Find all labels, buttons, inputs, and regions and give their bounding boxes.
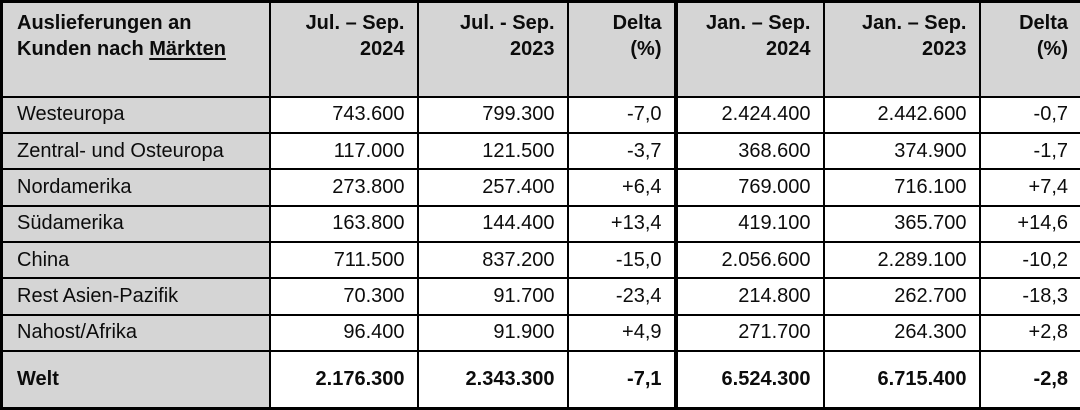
table-row-welt-total: Welt 2.176.300 2.343.300 -7,1 6.524.300 … xyxy=(0,349,1080,410)
row-label: Welt xyxy=(0,349,271,410)
cell-ytd-2023: 365.700 xyxy=(822,204,981,243)
table-row-china: China 711.500 837.200 -15,0 2.056.600 2.… xyxy=(0,240,1080,280)
cell-ytd-2024: 271.700 xyxy=(673,313,825,352)
col-header-jan-sep-2024: Jan. – Sep. 2024 xyxy=(673,0,825,98)
cell-ytd-2024: 2.424.400 xyxy=(673,95,825,134)
table-row-westeuropa: Westeuropa 743.600 799.300 -7,0 2.424.40… xyxy=(0,95,1080,134)
cell-ytd-2024: 2.056.600 xyxy=(673,240,825,280)
cell-delta-q3: -23,4 xyxy=(566,277,677,316)
cell-delta-q3: -15,0 xyxy=(566,240,677,280)
row-label: Nordamerika xyxy=(0,168,271,207)
cell-q3-2023: 91.900 xyxy=(416,313,569,352)
table-row-suedamerika: Südamerika 163.800 144.400 +13,4 419.100… xyxy=(0,204,1080,243)
cell-ytd-2023: 374.900 xyxy=(822,131,981,171)
row-label: Westeuropa xyxy=(0,95,271,134)
cell-q3-2024: 96.400 xyxy=(268,313,419,352)
table-title-line1: Auslieferungen an xyxy=(17,12,192,34)
markets-underlined-word: Märkten xyxy=(149,38,226,60)
row-label: Rest Asien-Pazifik xyxy=(0,277,271,316)
cell-q3-2024: 711.500 xyxy=(268,240,419,280)
cell-delta-ytd: -18,3 xyxy=(978,277,1080,316)
table-row-rest-asien-pazifik: Rest Asien-Pazifik 70.300 91.700 -23,4 2… xyxy=(0,277,1080,316)
table-title-header: Auslieferungen an Kunden nach Märkten xyxy=(0,0,271,98)
cell-ytd-2023: 2.289.100 xyxy=(822,240,981,280)
cell-q3-2023: 2.343.300 xyxy=(416,349,569,410)
cell-ytd-2024: 6.524.300 xyxy=(673,349,825,410)
cell-ytd-2023: 262.700 xyxy=(822,277,981,316)
cell-delta-ytd: -10,2 xyxy=(978,240,1080,280)
cell-ytd-2023: 716.100 xyxy=(822,168,981,207)
header-row: Auslieferungen an Kunden nach Märkten Ju… xyxy=(0,0,1080,98)
row-label: Zentral- und Osteuropa xyxy=(0,131,271,171)
cell-q3-2024: 70.300 xyxy=(268,277,419,316)
cell-delta-ytd: +7,4 xyxy=(978,168,1080,207)
table-row-nahost-afrika: Nahost/Afrika 96.400 91.900 +4,9 271.700… xyxy=(0,313,1080,352)
table-row-zentral-osteuropa: Zentral- und Osteuropa 117.000 121.500 -… xyxy=(0,131,1080,171)
col-header-jul-sep-2023: Jul. - Sep. 2023 xyxy=(416,0,569,98)
cell-q3-2023: 121.500 xyxy=(416,131,569,171)
cell-ytd-2023: 264.300 xyxy=(822,313,981,352)
cell-ytd-2024: 368.600 xyxy=(673,131,825,171)
col-header-jul-sep-2024: Jul. – Sep. 2024 xyxy=(268,0,419,98)
table-row-nordamerika: Nordamerika 273.800 257.400 +6,4 769.000… xyxy=(0,168,1080,207)
cell-q3-2024: 273.800 xyxy=(268,168,419,207)
cell-ytd-2024: 419.100 xyxy=(673,204,825,243)
cell-q3-2024: 117.000 xyxy=(268,131,419,171)
col-header-jan-sep-2023: Jan. – Sep. 2023 xyxy=(822,0,981,98)
cell-ytd-2023: 6.715.400 xyxy=(822,349,981,410)
col-header-delta-ytd: Delta (%) xyxy=(978,0,1080,98)
cell-delta-q3: +6,4 xyxy=(566,168,677,207)
cell-q3-2023: 837.200 xyxy=(416,240,569,280)
cell-delta-ytd: +14,6 xyxy=(978,204,1080,243)
cell-delta-ytd: -1,7 xyxy=(978,131,1080,171)
cell-delta-q3: -7,1 xyxy=(566,349,677,410)
row-label: China xyxy=(0,240,271,280)
cell-q3-2024: 163.800 xyxy=(268,204,419,243)
row-label: Nahost/Afrika xyxy=(0,313,271,352)
cell-q3-2023: 257.400 xyxy=(416,168,569,207)
cell-delta-ytd: -2,8 xyxy=(978,349,1080,410)
cell-delta-ytd: +2,8 xyxy=(978,313,1080,352)
col-header-delta-q3: Delta (%) xyxy=(566,0,677,98)
cell-delta-ytd: -0,7 xyxy=(978,95,1080,134)
cell-q3-2023: 799.300 xyxy=(416,95,569,134)
cell-delta-q3: -3,7 xyxy=(566,131,677,171)
cell-delta-q3: +13,4 xyxy=(566,204,677,243)
cell-ytd-2024: 769.000 xyxy=(673,168,825,207)
cell-q3-2023: 91.700 xyxy=(416,277,569,316)
row-label: Südamerika xyxy=(0,204,271,243)
table-title-line2: Kunden nach Märkten xyxy=(17,38,226,60)
cell-q3-2024: 743.600 xyxy=(268,95,419,134)
cell-ytd-2024: 214.800 xyxy=(673,277,825,316)
cell-ytd-2023: 2.442.600 xyxy=(822,95,981,134)
cell-q3-2024: 2.176.300 xyxy=(268,349,419,410)
cell-delta-q3: +4,9 xyxy=(566,313,677,352)
cell-q3-2023: 144.400 xyxy=(416,204,569,243)
cell-delta-q3: -7,0 xyxy=(566,95,677,134)
